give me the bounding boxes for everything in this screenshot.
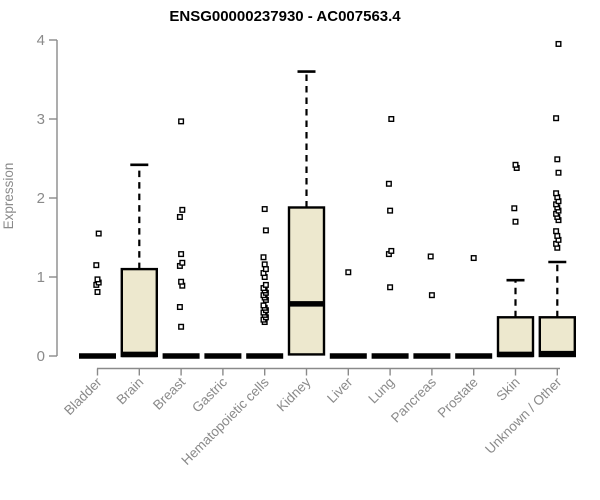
outlier-point	[388, 247, 395, 254]
y-tick-label: 0	[37, 348, 45, 365]
outlier-point	[260, 254, 267, 261]
outlier-point	[387, 207, 394, 214]
x-tick-label: Pancreas	[388, 374, 439, 425]
outlier-point	[512, 161, 519, 168]
outlier-point	[176, 304, 183, 311]
outlier-point	[262, 281, 269, 288]
x-tick-label: Skin	[493, 375, 522, 404]
outlier-point	[553, 190, 560, 197]
outlier-point	[388, 115, 395, 122]
outlier-point	[428, 292, 435, 299]
zero-median-line	[79, 353, 116, 359]
x-tick-label: Bladder	[61, 374, 105, 418]
x-tick-label: Unknown / Other	[482, 374, 565, 457]
outlier-point	[554, 232, 561, 239]
outlier-point	[554, 156, 561, 163]
outlier-point	[387, 284, 394, 291]
zero-median-line	[246, 353, 284, 359]
x-tick-label: Breast	[150, 374, 188, 412]
zero-median-line	[413, 353, 451, 359]
outlier-point	[93, 262, 100, 269]
x-tick-label: Liver	[324, 374, 356, 406]
x-tick-label: Lung	[365, 375, 397, 407]
outlier-point	[178, 118, 185, 125]
outlier-point	[555, 169, 562, 176]
outlier-point	[178, 323, 185, 330]
outlier-point	[179, 206, 186, 213]
outlier-point	[94, 276, 101, 283]
outlier-point	[512, 218, 519, 225]
median-line	[289, 301, 324, 307]
outlier-point	[95, 230, 102, 237]
y-axis-label: Expression	[1, 163, 16, 230]
y-tick-label: 4	[37, 32, 45, 49]
x-tick-label: Gastric	[189, 374, 230, 415]
box-rect	[496, 316, 535, 358]
outlier-point	[262, 227, 269, 234]
outlier-point	[261, 261, 268, 268]
outlier-point	[427, 253, 434, 260]
chart-title: ENSG00000237930 - AC007563.4	[169, 8, 401, 25]
box-rect	[120, 267, 159, 358]
zero-median-line	[162, 353, 200, 359]
outlier-point	[470, 255, 477, 262]
outlier-point	[261, 206, 268, 213]
outlier-point	[553, 115, 560, 122]
outlier-point	[94, 289, 101, 296]
outlier-point	[260, 302, 267, 309]
zero-median-line	[204, 353, 242, 359]
y-tick-label: 3	[37, 111, 45, 128]
box-rect	[287, 206, 326, 356]
median-line	[539, 350, 575, 357]
outlier-point	[178, 278, 185, 285]
outlier-point	[179, 259, 186, 266]
x-tick-label: Kidney	[274, 374, 314, 414]
outlier-point	[553, 228, 560, 235]
outlier-point	[176, 213, 183, 220]
zero-median-line	[329, 353, 367, 359]
x-tick-label: Brain	[114, 375, 147, 408]
median-line	[498, 351, 533, 358]
outlier-point	[178, 251, 185, 258]
y-tick-label: 2	[37, 190, 45, 207]
outlier-point	[511, 205, 518, 212]
outlier-point	[262, 266, 269, 273]
box-rect	[538, 316, 576, 358]
outlier-point	[345, 269, 352, 276]
zero-median-line	[455, 353, 493, 359]
outlier-point	[555, 40, 562, 47]
x-tick-label: Prostate	[435, 375, 481, 421]
zero-median-line	[371, 353, 409, 359]
y-tick-label: 1	[37, 269, 45, 286]
median-line	[121, 351, 157, 358]
outlier-point	[385, 180, 392, 187]
